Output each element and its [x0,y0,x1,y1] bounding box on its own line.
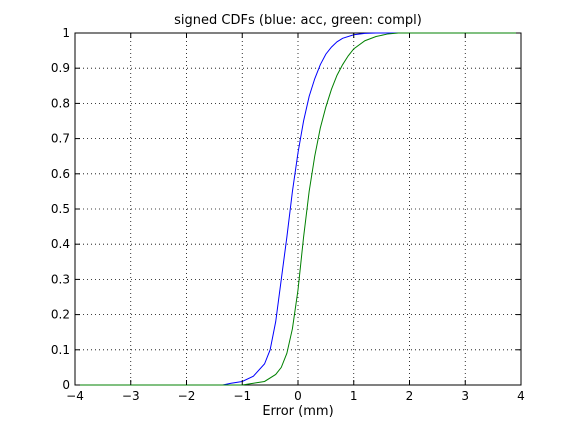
y-tick-label-7: 0.7 [51,132,70,146]
y-tick-label-1: 0.1 [51,343,70,357]
x-tick-label-3: −1 [233,389,251,403]
tick-labels: −4 −3 −2 −1 0 1 2 3 4 0 0.1 0.2 0.3 0.4 0.5 0.6 0.7 0.8 0.… [51,26,525,403]
x-tick-label-4: 0 [294,389,302,403]
x-tick-label-2: −2 [178,389,196,403]
grid [75,33,521,385]
axis-ticks [74,32,522,386]
y-tick-label-6: 0.6 [51,167,70,181]
x-axis-label: Error (mm) [262,404,333,419]
y-tick-label-4: 0.4 [51,237,70,251]
x-tick-label-5: 1 [350,389,358,403]
x-tick-label-8: 4 [517,389,525,403]
y-tick-label-5: 0.5 [51,202,70,216]
series-line-0 [75,32,521,386]
y-tick-label-10: 1 [62,26,70,40]
chart-title: signed CDFs (blue: acc, green: compl) [174,13,422,28]
y-tick-label-8: 0.8 [51,96,70,110]
x-tick-label-6: 2 [406,389,414,403]
y-tick-label-3: 0.3 [51,272,70,286]
x-tick-label-7: 3 [461,389,469,403]
y-tick-label-9: 0.9 [51,61,70,75]
y-tick-label-2: 0.2 [51,308,70,322]
x-tick-label-1: −3 [122,389,140,403]
y-tick-label-0: 0 [62,378,70,392]
x-tick-label-0: −4 [66,389,84,403]
series-line-1 [75,32,521,386]
series-group [75,32,521,386]
